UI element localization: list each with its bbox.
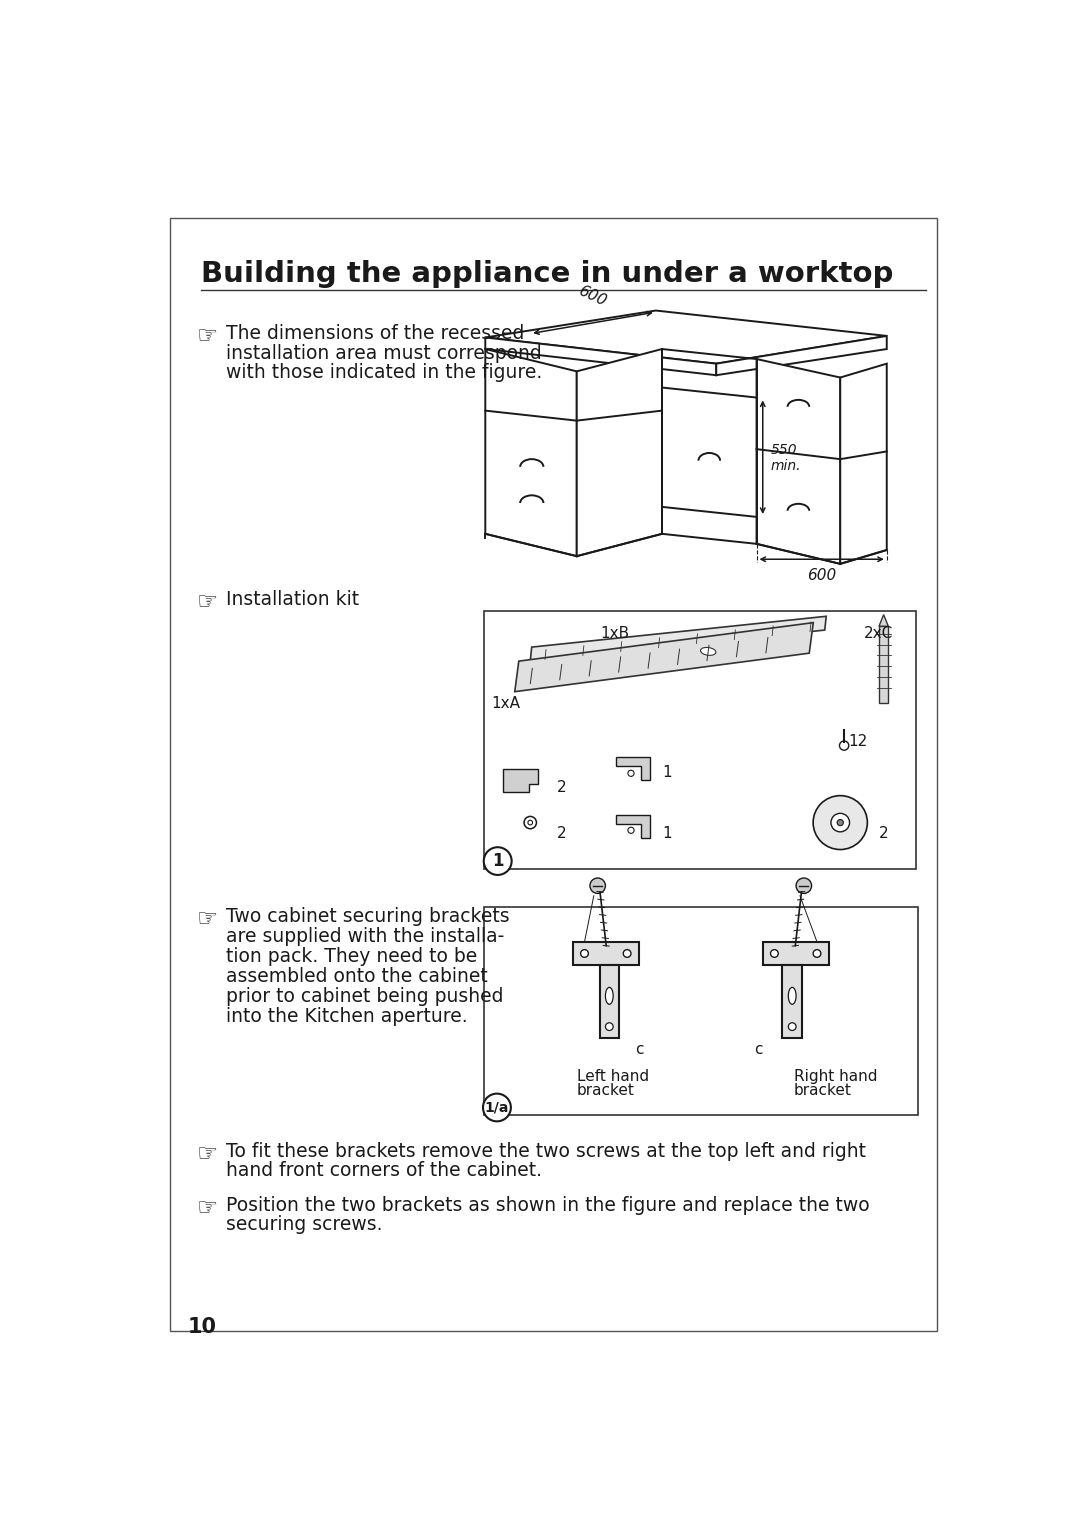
Ellipse shape	[606, 988, 613, 1005]
Text: tion pack. They need to be: tion pack. They need to be	[227, 948, 477, 966]
Text: ☞: ☞	[197, 1196, 218, 1220]
Polygon shape	[782, 965, 801, 1038]
Text: Installation kit: Installation kit	[227, 590, 360, 609]
Circle shape	[627, 827, 634, 833]
Text: 1/a: 1/a	[485, 1101, 509, 1115]
Text: Two cabinet securing brackets: Two cabinet securing brackets	[227, 907, 510, 927]
Text: with those indicated in the figure.: with those indicated in the figure.	[227, 362, 543, 382]
Text: 1xB: 1xB	[600, 627, 630, 641]
Text: c: c	[635, 1043, 644, 1057]
Text: securing screws.: securing screws.	[227, 1216, 383, 1234]
Text: Position the two brackets as shown in the figure and replace the two: Position the two brackets as shown in th…	[227, 1196, 870, 1216]
Circle shape	[484, 847, 512, 875]
Circle shape	[524, 816, 537, 829]
Polygon shape	[485, 338, 716, 375]
Text: prior to cabinet being pushed: prior to cabinet being pushed	[227, 988, 504, 1006]
Polygon shape	[515, 622, 813, 691]
Circle shape	[528, 820, 532, 824]
Text: The dimensions of the recessed: The dimensions of the recessed	[227, 324, 525, 344]
Polygon shape	[572, 942, 638, 965]
Text: 600: 600	[807, 569, 836, 584]
Circle shape	[627, 771, 634, 777]
Polygon shape	[577, 349, 662, 557]
Text: are supplied with the installa-: are supplied with the installa-	[227, 927, 504, 946]
Polygon shape	[600, 965, 619, 1038]
Text: ☞: ☞	[197, 590, 218, 615]
Text: 2xC: 2xC	[864, 627, 893, 641]
Text: Left hand: Left hand	[577, 1069, 649, 1084]
Text: ☞: ☞	[197, 324, 218, 349]
Circle shape	[770, 950, 779, 957]
Text: 1xA: 1xA	[491, 696, 521, 711]
Polygon shape	[757, 359, 840, 564]
Text: Building the appliance in under a worktop: Building the appliance in under a workto…	[201, 260, 893, 289]
Circle shape	[483, 1093, 511, 1121]
Polygon shape	[840, 364, 887, 564]
Polygon shape	[616, 815, 650, 838]
Text: 1: 1	[662, 827, 672, 841]
Text: hand front corners of the cabinet.: hand front corners of the cabinet.	[227, 1162, 542, 1180]
Polygon shape	[485, 310, 887, 364]
Text: ☞: ☞	[197, 1142, 218, 1167]
Text: 1: 1	[662, 764, 672, 780]
Text: To fit these brackets remove the two screws at the top left and right: To fit these brackets remove the two scr…	[227, 1142, 866, 1161]
Ellipse shape	[701, 647, 716, 656]
Circle shape	[581, 950, 589, 957]
Polygon shape	[762, 942, 828, 965]
Polygon shape	[879, 627, 889, 703]
Polygon shape	[485, 349, 577, 557]
Text: installation area must correspond: installation area must correspond	[227, 344, 542, 362]
Text: c: c	[754, 1043, 762, 1057]
Text: 1: 1	[492, 852, 503, 870]
Circle shape	[813, 795, 867, 850]
Bar	[484, 610, 916, 868]
Text: Right hand: Right hand	[794, 1069, 877, 1084]
Circle shape	[590, 878, 606, 893]
Text: into the Kitchen aperture.: into the Kitchen aperture.	[227, 1008, 468, 1026]
Text: 2: 2	[557, 827, 567, 841]
Circle shape	[837, 820, 843, 826]
Ellipse shape	[788, 988, 796, 1005]
Polygon shape	[503, 769, 538, 792]
Text: assembled onto the cabinet: assembled onto the cabinet	[227, 968, 488, 986]
Text: 550
min.: 550 min.	[770, 442, 801, 472]
Polygon shape	[879, 615, 889, 627]
Circle shape	[623, 950, 631, 957]
Circle shape	[839, 742, 849, 751]
Text: bracket: bracket	[577, 1083, 635, 1098]
Polygon shape	[530, 616, 826, 661]
Text: 12: 12	[848, 734, 867, 749]
Text: 600: 600	[576, 283, 609, 309]
Text: bracket: bracket	[794, 1083, 852, 1098]
Circle shape	[606, 1023, 613, 1031]
Polygon shape	[616, 757, 650, 780]
Text: ☞: ☞	[197, 907, 218, 931]
Circle shape	[831, 813, 850, 832]
Polygon shape	[716, 336, 887, 375]
Bar	[484, 907, 918, 1115]
Text: 2: 2	[879, 827, 889, 841]
Text: 2: 2	[557, 780, 567, 795]
Circle shape	[813, 950, 821, 957]
Circle shape	[796, 878, 811, 893]
Text: 10: 10	[188, 1316, 217, 1336]
Circle shape	[788, 1023, 796, 1031]
